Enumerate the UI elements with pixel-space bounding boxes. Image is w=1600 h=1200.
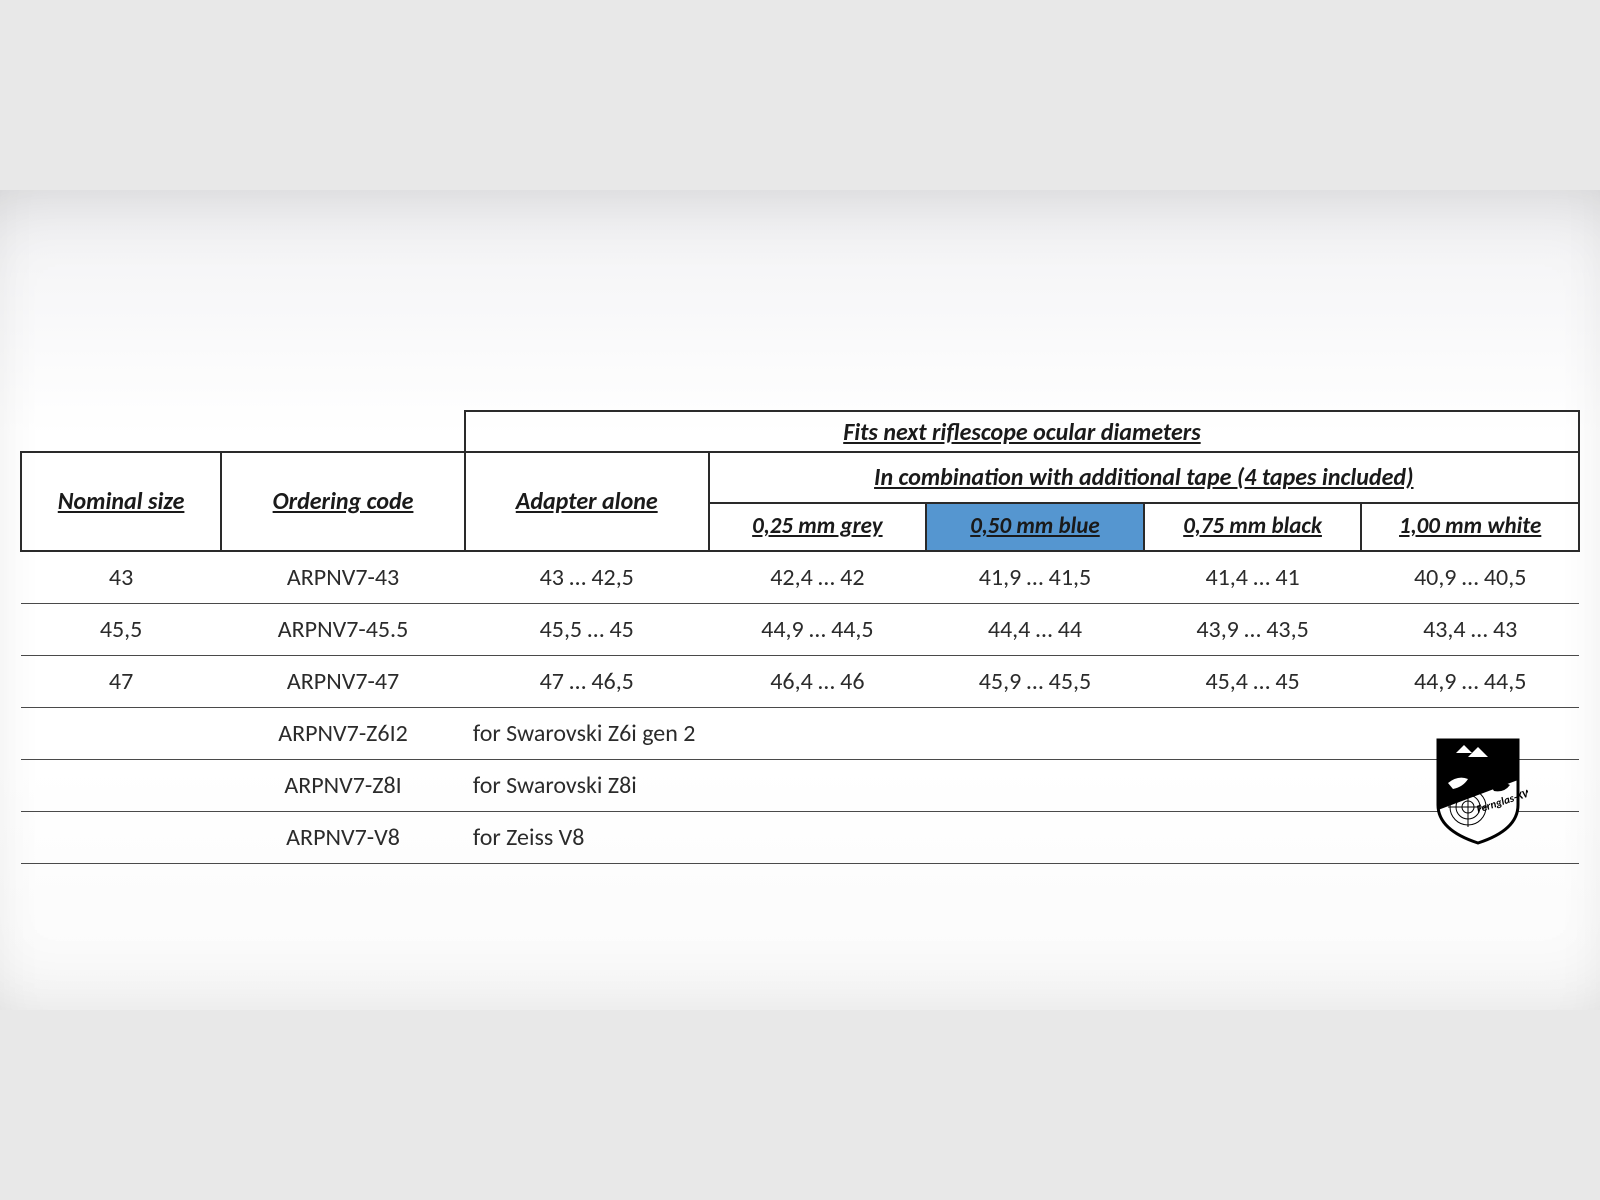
fits-header: Fits next riflescope ocular diameters [465,411,1579,452]
cell-t3: 43,9 … 43,5 [1144,603,1362,655]
cell-empty [21,759,221,811]
cell-t4: 44,9 … 44,5 [1361,655,1579,707]
cell-note: for Swarovski Z8i [465,759,1579,811]
cell-empty [21,707,221,759]
cell-code: ARPNV7-47 [221,655,465,707]
ordering-header: Ordering code [221,452,465,551]
note-row: ARPNV7-Z6I2 for Swarovski Z6i gen 2 [21,707,1579,759]
table-row: 47 ARPNV7-47 47 … 46,5 46,4 … 46 45,9 … … [21,655,1579,707]
nominal-header: Nominal size [21,452,221,551]
shield-icon: Fernglas-KW [1428,735,1528,845]
note-row: ARPNV7-Z8I for Swarovski Z8i [21,759,1579,811]
ordering-label: Ordering code [273,487,414,516]
tape2-header: 0,50 mm blue [926,503,1144,551]
cell-code: ARPNV7-43 [221,551,465,604]
adapter-label: Adapter alone [516,487,658,516]
tape4-label: 1,00 mm white [1399,512,1541,540]
cell-t3: 41,4 … 41 [1144,551,1362,604]
cell-nominal: 43 [21,551,221,604]
adapter-table: Fits next riflescope ocular diameters No… [20,410,1580,864]
cell-code: ARPNV7-Z8I [221,759,465,811]
blank-header [21,411,465,452]
cell-t4: 40,9 … 40,5 [1361,551,1579,604]
adapter-header: Adapter alone [465,452,709,551]
cell-code: ARPNV7-V8 [221,811,465,863]
tape3-label: 0,75 mm black [1183,512,1322,540]
cell-t1: 44,9 … 44,5 [709,603,927,655]
cell-t2: 45,9 … 45,5 [926,655,1144,707]
cell-note: for Zeiss V8 [465,811,1579,863]
tape3-header: 0,75 mm black [1144,503,1362,551]
table-row: 43 ARPNV7-43 43 … 42,5 42,4 … 42 41,9 … … [21,551,1579,604]
combo-label: In combination with additional tape (4 t… [874,463,1413,492]
cell-empty [21,811,221,863]
cell-code: ARPNV7-45.5 [221,603,465,655]
cell-alone: 45,5 … 45 [465,603,709,655]
cell-t3: 45,4 … 45 [1144,655,1362,707]
note-row: ARPNV7-V8 for Zeiss V8 [21,811,1579,863]
brand-logo: Fernglas-KW [1428,735,1528,845]
nominal-label: Nominal size [58,487,185,516]
tape2-label: 0,50 mm blue [970,512,1100,540]
cell-nominal: 45,5 [21,603,221,655]
tape1-header: 0,25 mm grey [709,503,927,551]
cell-nominal: 47 [21,655,221,707]
cell-code: ARPNV7-Z6I2 [221,707,465,759]
cell-t4: 43,4 … 43 [1361,603,1579,655]
combo-header: In combination with additional tape (4 t… [709,452,1579,503]
tape1-label: 0,25 mm grey [752,512,882,540]
cell-alone: 47 … 46,5 [465,655,709,707]
cell-alone: 43 … 42,5 [465,551,709,604]
table-row: 45,5 ARPNV7-45.5 45,5 … 45 44,9 … 44,5 4… [21,603,1579,655]
tape4-header: 1,00 mm white [1361,503,1579,551]
cell-note: for Swarovski Z6i gen 2 [465,707,1579,759]
cell-t1: 46,4 … 46 [709,655,927,707]
cell-t2: 44,4 … 44 [926,603,1144,655]
document-sheet: Fits next riflescope ocular diameters No… [0,190,1600,1010]
cell-t1: 42,4 … 42 [709,551,927,604]
cell-t2: 41,9 … 41,5 [926,551,1144,604]
